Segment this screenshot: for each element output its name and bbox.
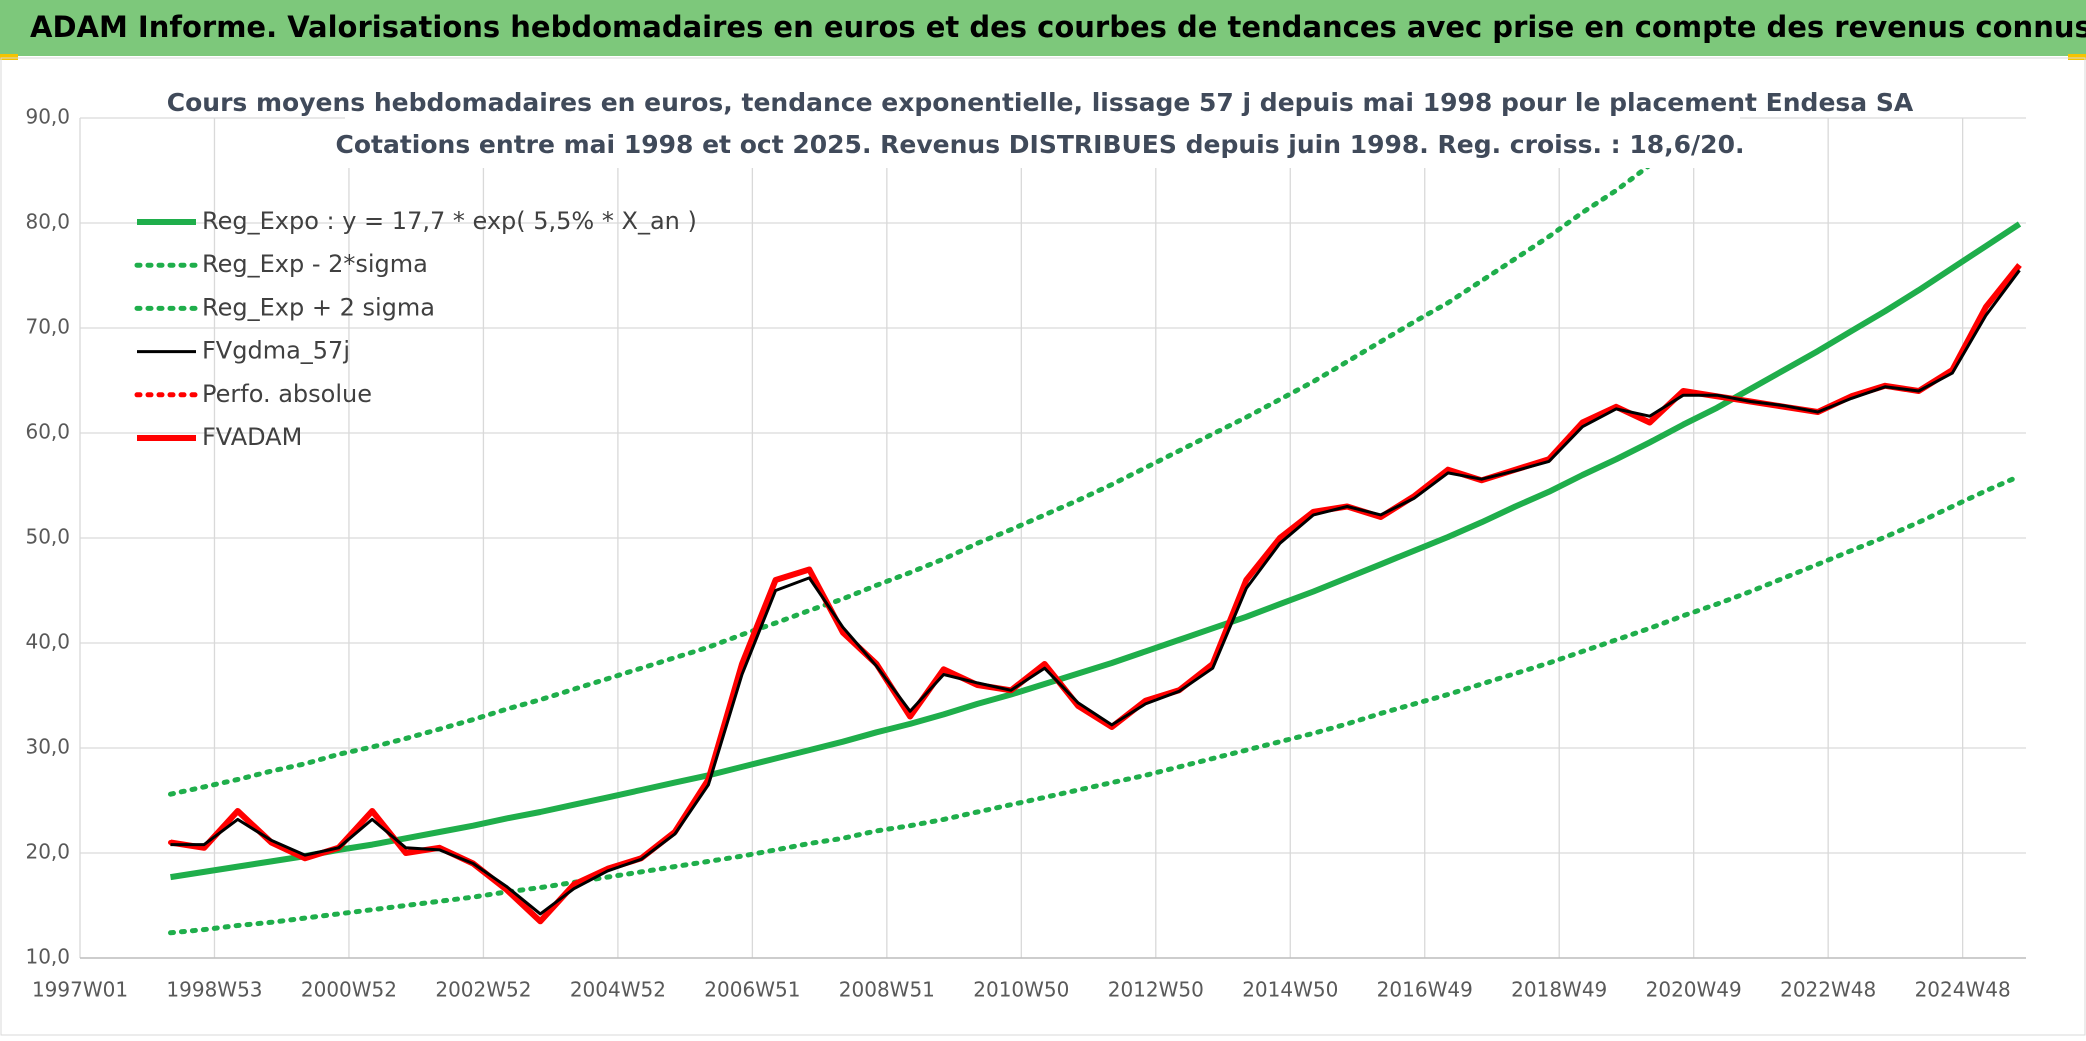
x-tick-label: 2016W49	[1377, 978, 1473, 1002]
series-line	[170, 221, 2022, 881]
subtitle-box	[345, 84, 1740, 168]
y-tick-label: 30,0	[25, 735, 70, 759]
legend-label: Perfo. absolue	[202, 380, 372, 408]
x-tick-label: 1998W53	[166, 978, 262, 1002]
y-tick-label: 70,0	[25, 315, 70, 339]
y-tick-label: 40,0	[25, 630, 70, 654]
x-tick-label: 2020W49	[1646, 978, 1742, 1002]
x-tick-label: 2010W50	[973, 978, 1069, 1002]
x-tick-label: 2014W50	[1242, 978, 1338, 1002]
y-tick-label: 50,0	[25, 525, 70, 549]
x-tick-label: 2004W52	[570, 978, 666, 1002]
y-tick-label: 20,0	[25, 840, 70, 864]
legend-label: FVADAM	[202, 423, 302, 451]
x-tick-label: 2024W48	[1915, 978, 2011, 1002]
grid: 10,0 20,0 30,0 40,0 50,0 60,0 70,0 80,0 90,0 1997…	[25, 105, 2026, 1002]
x-tick-label: 1997W01	[32, 978, 128, 1002]
legend: Reg_Expo : y = 17,7 * exp( 5,5% * X_an )…	[134, 207, 697, 451]
x-tick-label: 2002W52	[435, 978, 531, 1002]
x-tick-label: 2018W49	[1511, 978, 1607, 1002]
y-tick-label: 10,0	[25, 945, 70, 969]
series-line	[170, 269, 2021, 916]
x-tick-label: 2012W50	[1108, 978, 1204, 1002]
header-bar	[0, 0, 2086, 56]
series-line	[168, 473, 2022, 936]
x-tick-label: 2006W51	[704, 978, 800, 1002]
legend-label: Reg_Expo : y = 17,7 * exp( 5,5% * X_an )	[202, 207, 697, 235]
x-tick-label: 2022W48	[1780, 978, 1876, 1002]
y-tick-label: 90,0	[25, 105, 70, 129]
legend-label: FVgdma_57j	[202, 337, 350, 365]
x-tick-label: 2008W51	[839, 978, 935, 1002]
subtitle: Cotations entre mai 1998 et oct 2025. Re…	[336, 130, 1745, 159]
header-title: ADAM Informe. Valorisations hebdomadaire…	[30, 10, 2086, 44]
x-tick-label: 2000W52	[301, 978, 397, 1002]
y-tick-label: 60,0	[25, 420, 70, 444]
y-tick-label: 80,0	[25, 210, 70, 234]
frame	[0, 57, 2086, 1036]
corner	[2068, 54, 2086, 60]
legend-label: Reg_Exp - 2*sigma	[202, 250, 428, 278]
subtitle: Cours moyens hebdomadaires en euros, ten…	[167, 88, 1914, 117]
corner	[0, 54, 18, 60]
legend-label: Reg_Exp + 2 sigma	[202, 293, 435, 321]
